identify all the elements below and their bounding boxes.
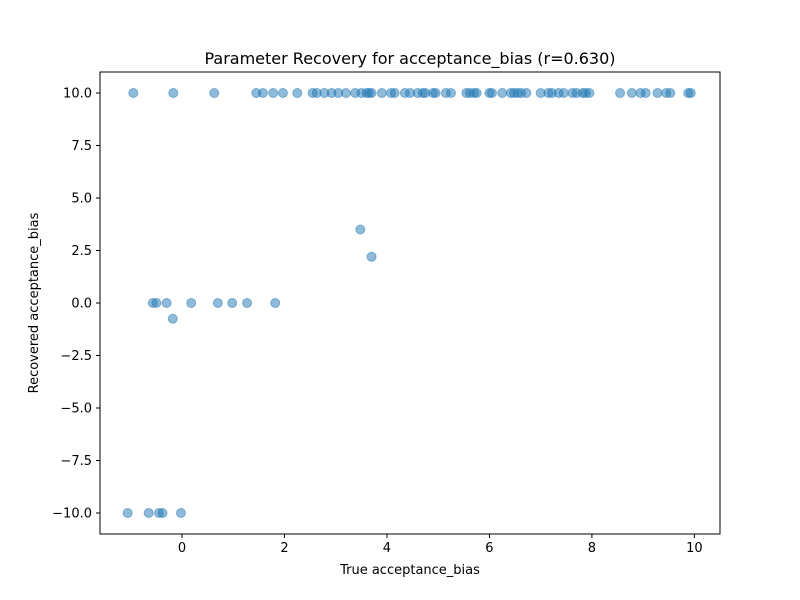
data-point	[685, 88, 696, 98]
y-tick-label: 7.5	[71, 139, 92, 154]
y-tick-label: 0.0	[71, 297, 92, 312]
data-point	[175, 508, 186, 518]
x-tick-label: 10	[686, 541, 703, 556]
data-point	[652, 88, 663, 98]
data-point	[389, 88, 400, 98]
data-point	[157, 508, 168, 518]
x-tick-label: 4	[383, 541, 391, 556]
data-point	[355, 224, 366, 235]
y-axis-label: Recovered acceptance_bias	[27, 212, 42, 393]
data-point	[366, 88, 377, 98]
chart-title: Parameter Recovery for acceptance_bias (…	[204, 49, 615, 69]
data-point	[366, 251, 377, 262]
data-point	[143, 508, 154, 518]
data-point	[292, 88, 303, 98]
data-point	[257, 88, 268, 98]
data-point	[521, 88, 532, 98]
data-point	[615, 88, 626, 98]
data-point	[497, 88, 508, 98]
data-point	[665, 88, 676, 98]
data-point	[277, 88, 288, 98]
data-point	[268, 88, 279, 98]
x-tick-label: 2	[280, 541, 288, 556]
y-tick-label: −5.0	[60, 402, 92, 417]
data-point	[186, 298, 197, 308]
x-tick-label: 0	[178, 541, 186, 556]
data-point	[227, 298, 238, 308]
y-tick-label: −10.0	[52, 507, 92, 522]
data-point	[168, 88, 179, 98]
data-point	[122, 508, 133, 518]
data-point	[242, 298, 253, 308]
x-tick-label: 6	[485, 541, 493, 556]
data-point	[212, 298, 223, 308]
data-point	[270, 298, 281, 308]
data-point	[584, 88, 595, 98]
data-point	[558, 88, 569, 98]
x-tick-label: 8	[588, 541, 596, 556]
y-ticks: 10.0 7.5 5.0 2.5 0.0 −2.5 −5.0 −7.5 −10.0	[52, 87, 100, 522]
data-point	[340, 88, 351, 98]
data-point	[161, 298, 172, 308]
data-point	[626, 88, 637, 98]
data-point	[445, 88, 456, 98]
y-tick-label: −7.5	[60, 454, 92, 469]
data-point	[430, 88, 441, 98]
x-axis-label: True acceptance_bias	[339, 563, 480, 578]
y-tick-label: 5.0	[71, 192, 92, 207]
data-point	[151, 298, 162, 308]
data-point	[471, 88, 482, 98]
data-point	[376, 88, 387, 98]
y-tick-label: 10.0	[63, 87, 92, 102]
data-point	[167, 313, 178, 324]
data-point	[209, 88, 220, 98]
data-point	[640, 88, 651, 98]
y-tick-label: −2.5	[60, 349, 92, 364]
points-layer	[122, 88, 696, 518]
data-point	[128, 88, 139, 98]
y-tick-label: 2.5	[71, 244, 92, 259]
x-ticks: 0 2 4 6 8 10	[178, 534, 703, 556]
data-point	[486, 88, 497, 98]
